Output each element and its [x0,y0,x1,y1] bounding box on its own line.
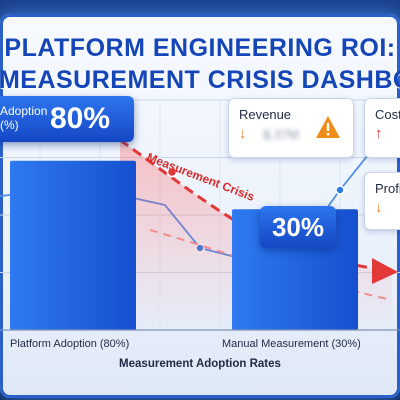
bar-label-platform: 80% [50,102,111,135]
adoption-callout-label: Adoption (%) [0,104,48,132]
profit-card-title: Profi [375,181,400,196]
bar-platform [10,160,136,330]
x-axis-label: Measurement Adoption Rates [119,358,281,370]
warning-icon [316,116,340,138]
trend-point [335,185,345,195]
trend-down-icon: ↓ [375,199,383,216]
page-subtitle: THE MEASUREMENT CRISIS DASHBOARD [0,66,400,94]
trend-down-icon: ↓ [239,125,247,142]
crisis-point [166,166,178,178]
crisis-arrowhead [372,258,398,284]
category-label-platform: Platform Adoption (80%) [10,338,130,350]
profit-card[interactable]: Profi ↓ [364,172,400,230]
trend-up-icon: ↑ [375,125,383,142]
revenue-card[interactable]: Revenue ↓ $.37M [228,98,354,158]
bar-label-manual: 30% [260,206,336,248]
cost-card[interactable]: Cost ↑ [364,98,400,158]
category-label-manual: Manual Measurement (30%) [222,338,361,350]
cost-card-title: Cost [375,107,400,122]
revenue-card-title: Revenue [239,107,292,122]
revenue-card-value: $.37M [263,127,300,142]
adoption-value-callout: Adoption (%) 80% [0,96,134,142]
page-title: PLATFORM ENGINEERING ROI: [4,34,396,62]
